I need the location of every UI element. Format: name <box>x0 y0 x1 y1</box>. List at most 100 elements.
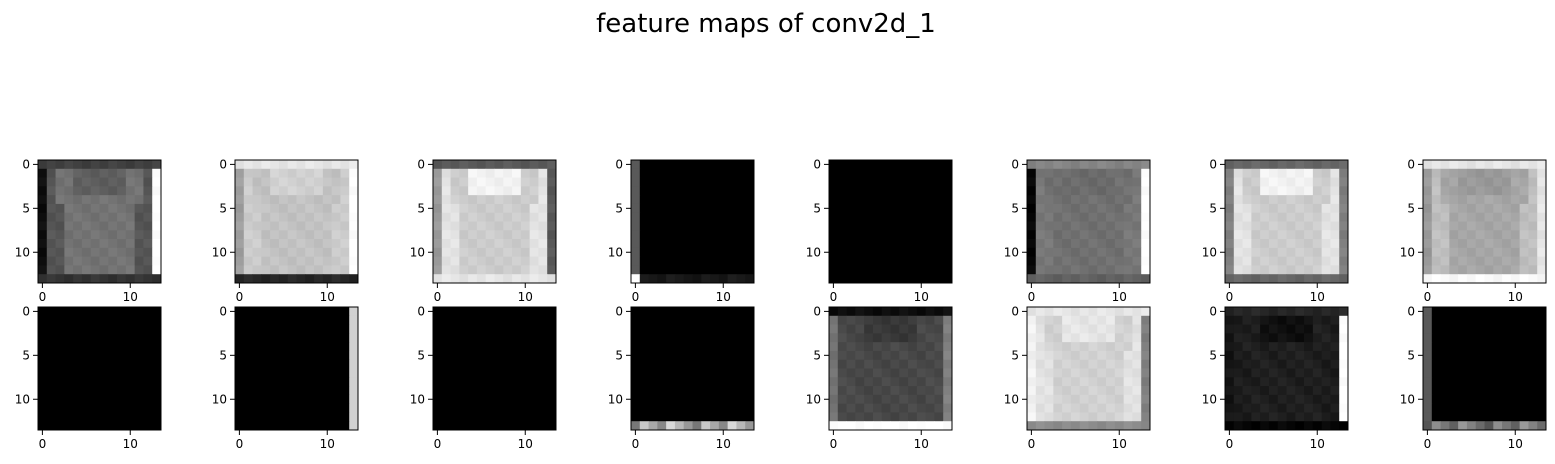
heatmap-cell <box>349 247 359 258</box>
heatmap-cell <box>727 421 737 431</box>
heatmap-cell <box>305 247 315 258</box>
heatmap-cell <box>1475 239 1485 249</box>
heatmap-cell <box>943 377 953 387</box>
heatmap-cell <box>1114 377 1125 387</box>
heatmap-cell <box>117 342 127 352</box>
heatmap-cell <box>864 168 874 178</box>
heatmap-cell <box>1330 412 1340 422</box>
heatmap-cell <box>1528 315 1538 325</box>
heatmap-cell <box>1097 160 1107 170</box>
heatmap-cell <box>710 247 720 258</box>
heatmap-cell <box>468 195 478 205</box>
heatmap-cell <box>872 195 883 205</box>
heatmap-cell <box>1286 265 1296 275</box>
heatmap-cell <box>1321 368 1331 378</box>
heatmap-cell <box>701 386 711 396</box>
heatmap-cell <box>934 239 944 249</box>
heatmap-cell <box>117 256 127 266</box>
heatmap-cell <box>925 203 935 214</box>
heatmap-cell <box>864 386 874 396</box>
heatmap-cell <box>639 394 649 405</box>
heatmap-cell <box>261 386 271 396</box>
heatmap-cell <box>631 315 641 325</box>
heatmap-cell <box>55 168 65 178</box>
heatmap-cell <box>727 239 737 249</box>
heatmap-cell <box>243 421 253 431</box>
heatmap-cell <box>1277 212 1287 222</box>
heatmap-cell <box>296 368 306 378</box>
heatmap-cell <box>1423 239 1433 249</box>
heatmap-cell <box>450 221 460 231</box>
heatmap-cell <box>1070 247 1081 258</box>
heatmap-cell <box>287 195 297 205</box>
heatmap-cell <box>727 359 737 369</box>
heatmap-cell <box>143 247 153 258</box>
heatmap-cell <box>1423 186 1433 196</box>
heatmap-cell <box>1510 307 1521 317</box>
heatmap-cell <box>639 230 649 240</box>
heatmap-cell <box>305 212 315 222</box>
heatmap-cell <box>459 394 469 405</box>
heatmap-cell <box>46 203 56 214</box>
heatmap-cell <box>433 247 443 258</box>
heatmap-cell <box>134 274 144 284</box>
heatmap-cell <box>485 239 495 249</box>
heatmap-cell <box>1225 359 1235 369</box>
heatmap-cell <box>718 230 729 240</box>
heatmap-cell <box>1088 195 1098 205</box>
heatmap-cell <box>666 265 676 275</box>
heatmap-cell <box>485 212 495 222</box>
heatmap-cell <box>1225 195 1235 205</box>
heatmap-cell <box>99 195 109 205</box>
heatmap-cell <box>152 247 162 258</box>
heatmap-cell <box>1106 168 1116 178</box>
heatmap-cell <box>1537 350 1547 361</box>
heatmap-cell <box>1440 412 1450 422</box>
heatmap-cell <box>55 186 65 196</box>
x-tick-label: 0 <box>830 290 838 304</box>
heatmap-cell <box>441 421 451 431</box>
heatmap-cell <box>476 368 487 378</box>
heatmap-cell <box>1449 212 1459 222</box>
heatmap-cell <box>701 256 711 266</box>
heatmap-cell <box>64 256 74 266</box>
heatmap-cell <box>108 394 118 405</box>
heatmap-cell <box>1339 412 1349 422</box>
heatmap-cell <box>890 168 900 178</box>
heatmap-cell <box>1321 247 1331 258</box>
heatmap-cell <box>666 177 676 187</box>
heatmap-cell <box>331 333 341 343</box>
heatmap-cell <box>450 186 460 196</box>
heatmap-cell <box>872 247 883 258</box>
heatmap-cell <box>1123 421 1133 431</box>
heatmap-cell <box>538 221 548 231</box>
heatmap-cell <box>252 265 262 275</box>
heatmap-cell <box>1502 230 1512 240</box>
heatmap-cell <box>1225 350 1235 361</box>
heatmap-cell <box>1260 239 1270 249</box>
heatmap-cell <box>864 403 874 413</box>
heatmap-cell <box>235 212 245 222</box>
heatmap-cell <box>846 359 856 369</box>
heatmap-cell <box>38 333 48 343</box>
heatmap-cell <box>1233 247 1243 258</box>
heatmap-cell <box>485 195 495 205</box>
heatmap-cell <box>287 342 297 352</box>
heatmap-cell <box>1233 274 1243 284</box>
heatmap-cell <box>1502 168 1512 178</box>
heatmap-cell <box>1141 315 1151 325</box>
heatmap-cell <box>1097 247 1107 258</box>
heatmap-cell <box>305 265 315 275</box>
heatmap-cell <box>1242 368 1252 378</box>
heatmap-cell <box>1519 307 1529 317</box>
heatmap-cell <box>476 247 487 258</box>
heatmap-cell <box>90 315 100 325</box>
heatmap-cell <box>727 256 737 266</box>
heatmap-cell <box>1466 230 1477 240</box>
heatmap-cell <box>547 386 557 396</box>
heatmap-cell <box>243 377 253 387</box>
heatmap-cell <box>270 350 280 361</box>
heatmap-cell <box>125 412 136 422</box>
heatmap-cell <box>1123 412 1133 422</box>
heatmap-cell <box>520 421 531 431</box>
